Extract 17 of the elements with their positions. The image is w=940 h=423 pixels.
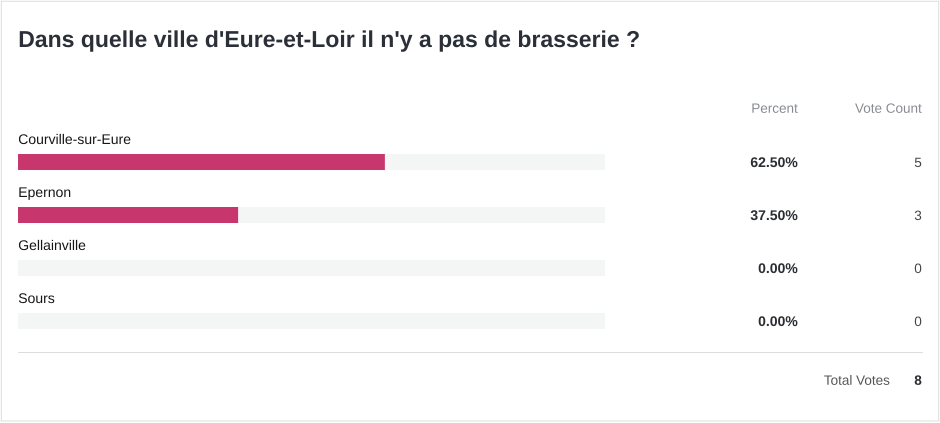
text: Total Votes: [824, 375, 890, 385]
text: 8: [914, 375, 922, 385]
text: 0: [914, 264, 922, 274]
y-tick-label: Courville-sur-Eure: [18, 134, 130, 144]
data-label: 0.00%: [758, 263, 798, 274]
chart-title: Dans quelle ville d'Eure-et-Loir il n'y a pas de brasserie ?: [20, 30, 639, 52]
y-tick-label: Gellainville: [18, 240, 86, 250]
text: 0: [914, 316, 922, 326]
text: Vote Count: [855, 103, 922, 113]
data-label: 62.50%: [750, 157, 798, 168]
text: Percent: [752, 104, 798, 113]
data-label: 0.00%: [758, 316, 798, 326]
y-tick-label: Epernon: [19, 187, 70, 200]
text: 5: [914, 158, 922, 168]
text: 3: [914, 210, 922, 220]
data-label: 37.50%: [750, 210, 798, 220]
y-tick-label: Sours: [18, 293, 54, 304]
